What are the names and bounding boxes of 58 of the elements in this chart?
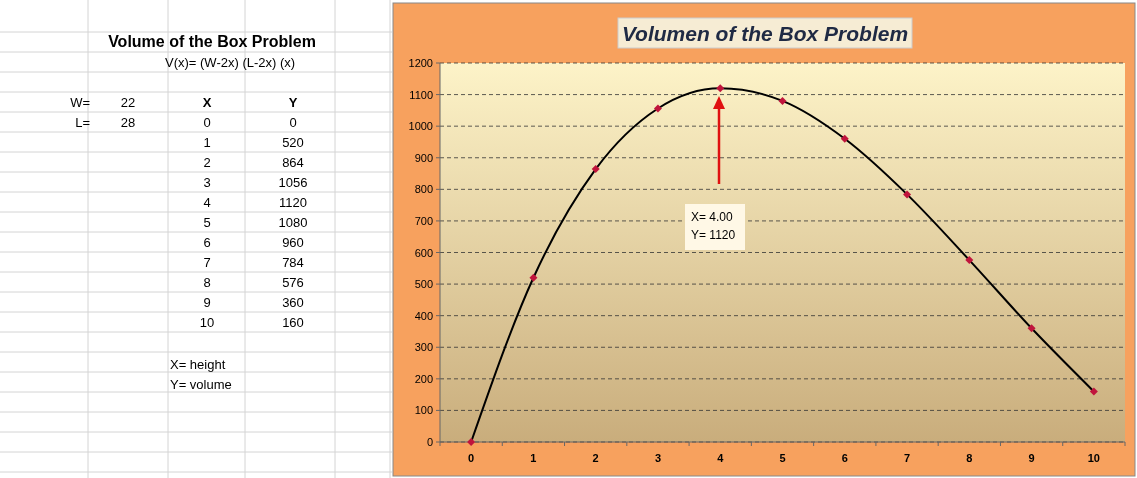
text: 864 (282, 155, 304, 170)
x-tick-label: 3 (654, 452, 662, 464)
category-label: 9 (203, 295, 211, 310)
y-tick-label: 0 (426, 436, 433, 448)
x-tick-label: 6 (841, 452, 848, 464)
y-tick-label: 200 (414, 372, 433, 385)
category-label: 7 (203, 255, 211, 270)
x-tick-label: 5 (779, 452, 786, 464)
x-tick-label: 8 (966, 452, 973, 464)
y-tick-label: 300 (414, 341, 433, 354)
y-tick-label: 800 (414, 183, 433, 196)
text: 1080 (278, 215, 308, 230)
y-tick-label: 600 (414, 246, 433, 259)
text: 0 (289, 115, 297, 130)
text: W= (70, 95, 90, 110)
text: Y= volume (170, 377, 232, 392)
text: 1056 (278, 175, 308, 190)
text: 28 (120, 115, 136, 130)
text: V(x)= (W-2x) (L-2x) (x) (165, 55, 296, 70)
category-label: 6 (203, 235, 211, 250)
text: 1120 (279, 195, 307, 210)
text: Volume of the Box Problem (108, 33, 316, 50)
y-tick-label: 1100 (409, 88, 433, 101)
x-tick-label: 1 (530, 452, 537, 464)
y-tick-label: 100 (414, 404, 433, 417)
text: Y (288, 95, 298, 110)
category-label: 5 (203, 215, 211, 230)
y-tick-label: 900 (414, 151, 433, 164)
x-tick-label: 4 (717, 452, 725, 464)
text: 160 (282, 315, 304, 330)
text: X (202, 95, 212, 110)
text: 960 (282, 235, 304, 250)
category-label: 1 (203, 135, 211, 150)
y-tick-label: 700 (414, 214, 433, 227)
x-tick-label: 2 (592, 452, 599, 464)
category-label: 8 (203, 275, 211, 290)
text: 22 (120, 95, 136, 110)
text: 360 (282, 295, 304, 310)
y-tick-label: 400 (414, 309, 433, 322)
x-tick-label: 9 (1028, 452, 1035, 464)
category-label: 0 (203, 115, 211, 130)
text: L= (75, 115, 90, 130)
chart-title: Volumen of the Box Problem (621, 22, 909, 45)
x-tick-label: 7 (903, 452, 911, 464)
text: 784 (282, 255, 304, 270)
text: X= height (170, 357, 226, 372)
category-label: 2 (203, 155, 211, 170)
category-label: 4 (203, 195, 211, 210)
category-label: 3 (203, 175, 211, 190)
text: 576 (282, 275, 304, 290)
text: 520 (282, 135, 304, 150)
x-tick-label: 10 (1087, 452, 1100, 464)
y-tick-label: 500 (414, 278, 433, 291)
y-tick-label: 1200 (408, 57, 433, 69)
annotation: X= 4.00 Y= 1120 (691, 210, 736, 242)
category-label: 10 (199, 315, 215, 330)
y-tick-label: 1000 (408, 120, 433, 133)
x-tick-label: 0 (468, 452, 475, 464)
